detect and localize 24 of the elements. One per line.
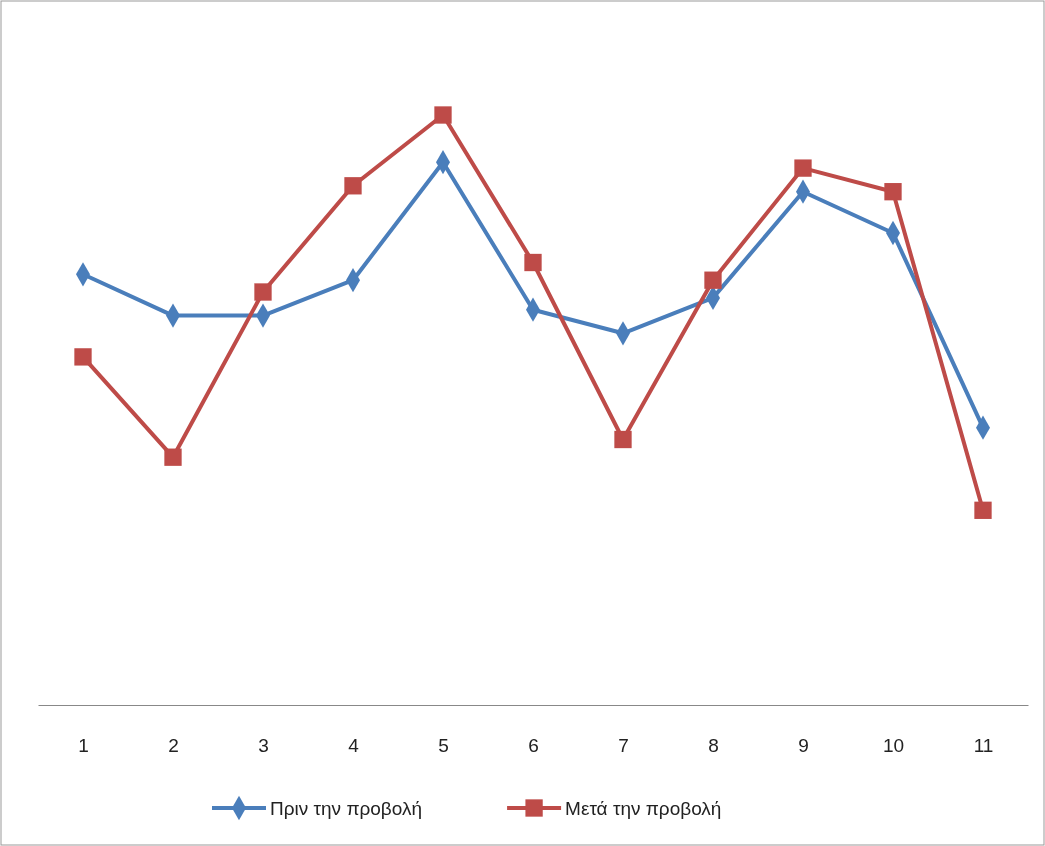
point: [794, 159, 812, 177]
x-tick-label: 11: [973, 735, 994, 757]
point: [974, 501, 992, 519]
legend-label: Μετά την προβολή: [565, 798, 722, 819]
x-tick-label: 6: [528, 735, 539, 757]
point: [74, 348, 92, 366]
point: [884, 183, 902, 201]
point: [704, 271, 722, 289]
point: [614, 430, 632, 449]
x-tick-label: 4: [348, 735, 360, 757]
point: [524, 253, 542, 272]
point: [164, 448, 182, 466]
point: [434, 106, 452, 124]
x-tick-label: 2: [168, 735, 179, 757]
x-tick-label: 8: [708, 735, 719, 757]
x-tick-label: 10: [882, 735, 905, 757]
point: [344, 177, 362, 195]
x-tick-label: 1: [78, 735, 89, 757]
x-tick-label: 7: [618, 735, 629, 757]
x-tick-label: 3: [258, 735, 269, 757]
legend-label: Πριν την προβολή: [270, 798, 423, 819]
x-tick-label: 5: [438, 735, 449, 757]
x-tick-label: 9: [798, 735, 809, 757]
point: [254, 283, 272, 301]
